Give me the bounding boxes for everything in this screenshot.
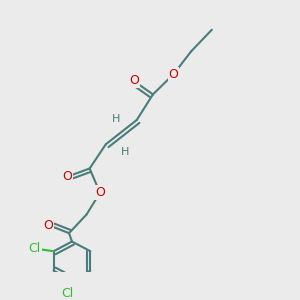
Text: H: H — [112, 114, 120, 124]
Text: O: O — [129, 74, 139, 87]
Text: O: O — [169, 68, 178, 81]
Text: O: O — [95, 186, 105, 199]
Text: O: O — [44, 219, 53, 232]
Text: Cl: Cl — [61, 287, 74, 300]
Text: Cl: Cl — [28, 242, 40, 255]
Text: O: O — [63, 170, 73, 183]
Text: H: H — [121, 147, 129, 157]
